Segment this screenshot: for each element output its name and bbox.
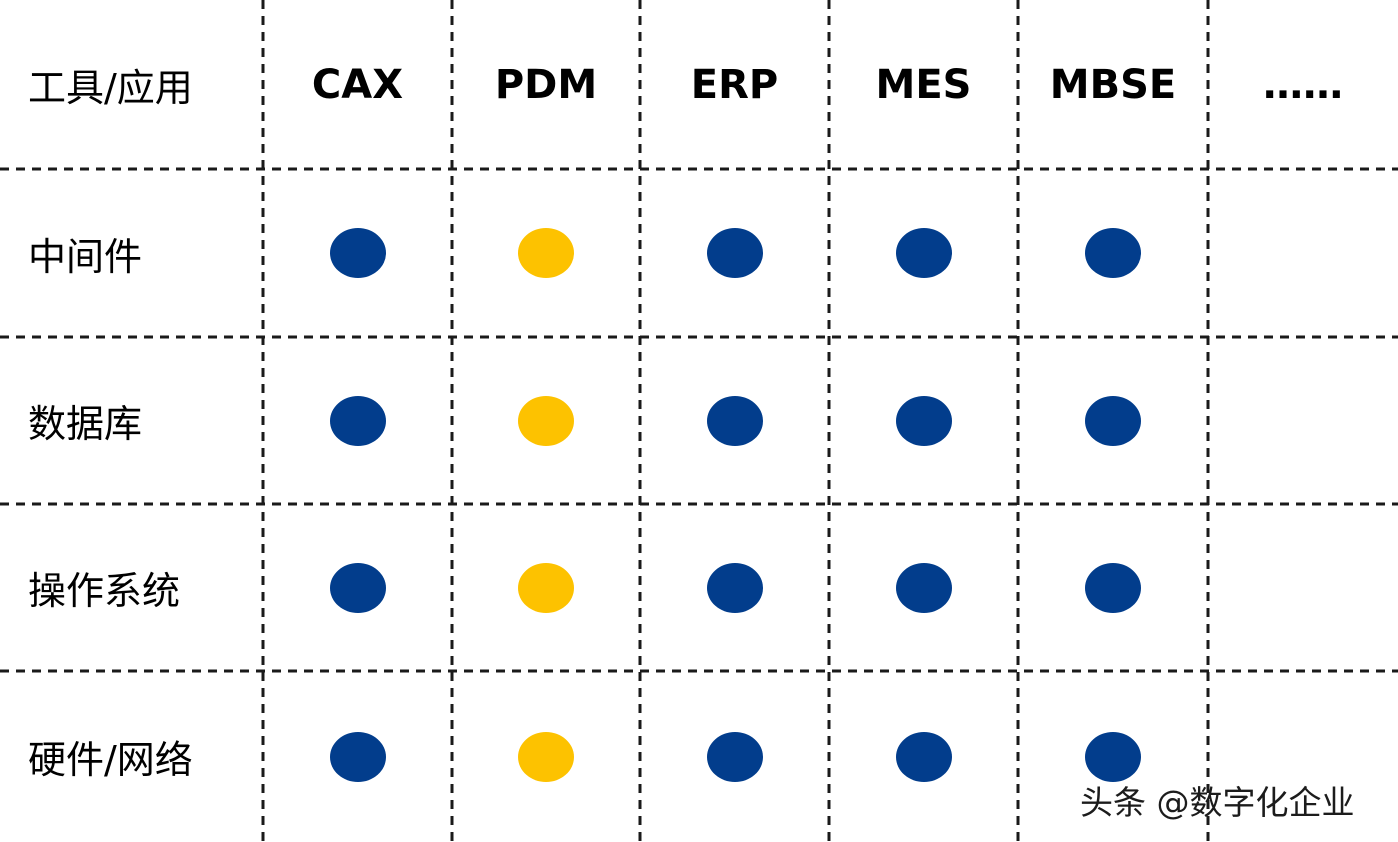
blue-dot <box>329 562 386 613</box>
matrix-cell <box>1018 337 1208 504</box>
matrix-cell <box>1208 337 1398 504</box>
matrix-cell <box>263 169 452 337</box>
column-header: ERP <box>690 61 779 108</box>
corner-header: 工具/应用 <box>28 66 193 110</box>
matrix-cell <box>829 671 1018 842</box>
matrix-cell <box>1018 169 1208 337</box>
matrix-cell <box>1018 504 1208 671</box>
blue-dot <box>329 731 386 782</box>
blue-dot <box>1085 228 1141 278</box>
matrix-cell <box>829 337 1018 504</box>
matrix-cell <box>452 337 640 504</box>
blue-dot <box>706 562 763 613</box>
blue-dot <box>329 228 386 278</box>
yellow-dot <box>518 395 574 446</box>
matrix-cell <box>452 671 640 842</box>
matrix-cell <box>263 504 452 671</box>
matrix-cell <box>452 169 640 337</box>
column-header: MBSE <box>1049 61 1177 108</box>
column-header: CAX <box>311 61 404 108</box>
yellow-dot <box>518 228 574 278</box>
matrix-cell <box>1018 671 1208 842</box>
matrix-cell <box>640 671 829 842</box>
blue-dot <box>329 395 386 446</box>
blue-dot <box>706 395 763 446</box>
matrix-cell <box>263 671 452 842</box>
yellow-dot <box>518 562 574 613</box>
matrix-cell <box>829 169 1018 337</box>
matrix-cell <box>640 337 829 504</box>
watermark-text: 头条 @数字化企业 <box>1080 783 1355 822</box>
matrix-cell <box>640 169 829 337</box>
blue-dot <box>895 228 952 278</box>
blue-dot <box>1085 562 1141 613</box>
blue-dot <box>895 562 952 613</box>
blue-dot <box>895 731 952 782</box>
matrix-cell <box>1208 504 1398 671</box>
column-header: PDM <box>494 61 598 108</box>
row-label: 操作系统 <box>28 569 181 613</box>
column-header: …… <box>1263 61 1343 108</box>
row-label: 硬件/网络 <box>28 738 193 782</box>
yellow-dot <box>518 731 574 782</box>
blue-dot <box>1085 395 1141 446</box>
row-label: 中间件 <box>28 234 143 279</box>
blue-dot <box>706 731 763 782</box>
matrix-cell <box>263 337 452 504</box>
matrix-cell <box>452 504 640 671</box>
matrix-cell <box>640 504 829 671</box>
row-label: 数据库 <box>28 402 143 446</box>
matrix-cell <box>1208 169 1398 337</box>
blue-dot <box>1085 731 1141 782</box>
blue-dot <box>706 228 763 278</box>
blue-dot <box>895 395 952 446</box>
matrix-cell <box>829 504 1018 671</box>
column-header: MES <box>875 61 972 108</box>
